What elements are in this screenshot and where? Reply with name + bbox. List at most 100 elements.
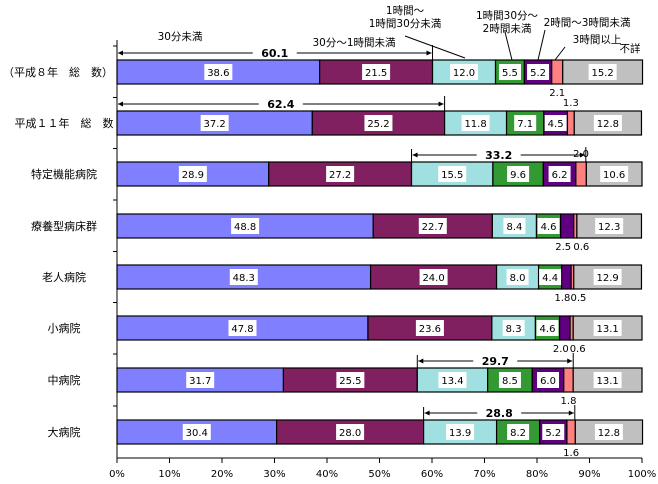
- legend-leader-line: [554, 46, 566, 61]
- data-label: 15.5: [441, 170, 463, 181]
- data-label: 4.6: [540, 324, 556, 335]
- legend-label: 2時間～3時間未満: [544, 17, 631, 29]
- bracket-label: 62.4: [267, 98, 294, 111]
- data-label: 22.7: [422, 222, 444, 233]
- data-label: 13.9: [449, 428, 471, 439]
- data-label-bg: [548, 166, 571, 182]
- x-tick-label: 30%: [263, 469, 285, 480]
- data-label-bg: [362, 64, 391, 80]
- data-label: 12.9: [596, 273, 618, 284]
- category-label: 中病院: [48, 373, 81, 387]
- data-label-bg: [200, 115, 229, 131]
- x-tick-label: 90%: [578, 469, 600, 480]
- x-tick-label: 100%: [628, 469, 657, 480]
- data-label: 2.1: [549, 88, 565, 99]
- data-label: 10.6: [603, 170, 625, 181]
- x-tick-label: 20%: [211, 469, 233, 480]
- data-label-bg: [182, 424, 211, 440]
- x-tick-label: 60%: [421, 469, 443, 480]
- data-label-bg: [537, 372, 560, 388]
- legend-label: 1時間30分～: [476, 10, 539, 22]
- data-label-bg: [600, 166, 629, 182]
- data-label: 48.8: [234, 222, 256, 233]
- data-label: 37.2: [204, 119, 226, 130]
- data-label: 1.6: [563, 448, 579, 459]
- bar-segment: [566, 110, 575, 136]
- data-label-bg: [594, 424, 623, 440]
- data-label: 28.9: [182, 170, 204, 181]
- bar-segment: [560, 213, 575, 239]
- data-label: 12.0: [453, 68, 475, 79]
- data-label: 7.1: [517, 119, 533, 130]
- data-label-bg: [539, 269, 562, 285]
- data-label: 27.2: [329, 170, 351, 181]
- data-label-bg: [588, 64, 617, 80]
- data-label-bg: [593, 269, 622, 285]
- bracket-label: 60.1: [261, 47, 288, 60]
- data-label: 8.2: [510, 428, 526, 439]
- data-label: 1.8: [561, 396, 577, 407]
- data-label-bg: [593, 115, 622, 131]
- data-label: 13.1: [596, 376, 618, 387]
- legend-label: 3時間以上: [573, 34, 622, 46]
- legend-label: 2時間未満: [483, 23, 532, 35]
- data-label: 5.2: [545, 428, 561, 439]
- data-label-bg: [498, 64, 521, 80]
- data-label: 25.5: [339, 376, 361, 387]
- data-label: 28.0: [339, 428, 361, 439]
- data-label-bg: [593, 320, 622, 336]
- legend-leader-line: [504, 31, 513, 61]
- data-label: 8.5: [502, 376, 518, 387]
- category-label: 大病院: [48, 425, 81, 439]
- legend-leader-line: [404, 35, 466, 59]
- data-label-bg: [178, 166, 207, 182]
- data-label-bg: [418, 218, 447, 234]
- x-tick-label: 0%: [109, 469, 125, 480]
- legend-label: 30分未満: [158, 31, 203, 43]
- data-label-bg: [537, 218, 560, 234]
- data-label: 5.5: [502, 68, 518, 79]
- data-label-bg: [593, 372, 622, 388]
- x-tick-label: 50%: [368, 469, 390, 480]
- x-tick-label: 80%: [526, 469, 548, 480]
- legend-label: 30分～1時間未満: [312, 37, 396, 49]
- data-label-bg: [536, 320, 559, 336]
- bar-segment: [558, 315, 571, 341]
- data-label-bg: [507, 424, 530, 440]
- bar-segment: [575, 161, 587, 187]
- x-tick-label: 70%: [473, 469, 495, 480]
- category-label: 平成１１年 総 数: [15, 116, 114, 130]
- bracket-label: 28.8: [486, 407, 513, 420]
- data-label-bg: [186, 372, 215, 388]
- legend-label: 1時間30分未満: [369, 18, 442, 30]
- data-label-bg: [506, 269, 529, 285]
- data-label-bg: [229, 269, 258, 285]
- data-label: 30.4: [186, 428, 208, 439]
- bar-segment: [563, 367, 574, 393]
- data-label: 2.5: [555, 242, 571, 253]
- data-label-bg: [544, 115, 567, 131]
- category-label: 老人病院: [42, 270, 86, 284]
- data-label: 12.8: [597, 119, 619, 130]
- data-label: 2.0: [553, 344, 569, 355]
- data-label: 8.0: [510, 273, 526, 284]
- data-label: 1.8: [554, 293, 570, 304]
- data-label: 12.8: [598, 428, 620, 439]
- data-label-bg: [446, 424, 475, 440]
- category-label: 特定機能病院: [31, 167, 97, 181]
- data-label-bg: [336, 424, 365, 440]
- data-label: 21.5: [365, 68, 387, 79]
- data-label-bg: [527, 64, 550, 80]
- category-label: 小病院: [48, 321, 81, 335]
- data-label-bg: [336, 372, 365, 388]
- data-label: 25.2: [367, 119, 389, 130]
- data-label: 24.0: [422, 273, 444, 284]
- data-label: 8.3: [506, 324, 522, 335]
- data-label-bg: [595, 218, 624, 234]
- data-label: 47.8: [231, 324, 253, 335]
- bar-segment: [561, 264, 572, 290]
- data-label-bg: [415, 320, 444, 336]
- data-label-bg: [502, 320, 525, 336]
- data-label-bg: [204, 64, 233, 80]
